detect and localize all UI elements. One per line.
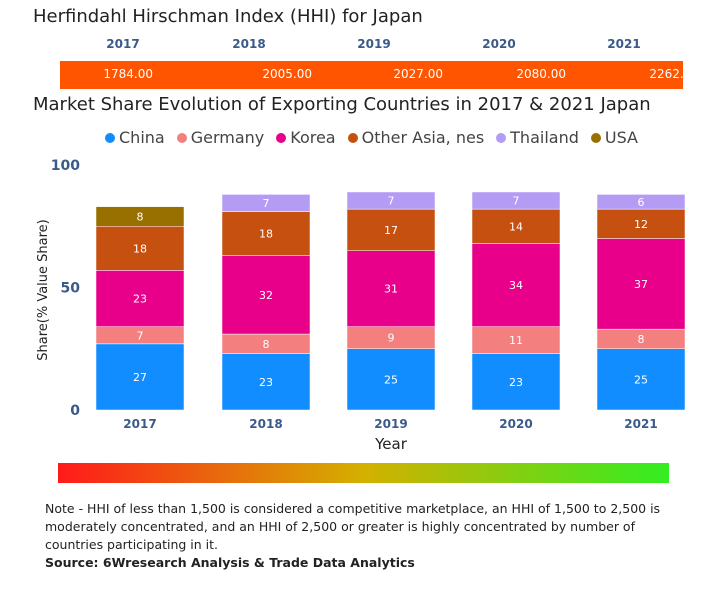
data-label: 7 [513,195,520,208]
legend-label: Thailand [510,128,579,147]
bar-segment[interactable] [346,348,436,411]
note-text: Note - HHI of less than 1,500 is conside… [45,500,685,572]
chart-title: Market Share Evolution of Exporting Coun… [33,94,651,115]
legend-marker-icon [347,132,358,143]
legend-label: Korea [290,128,336,147]
data-label: 7 [137,329,144,342]
data-label: 14 [509,220,523,233]
source: Source: 6Wresearch Analysis & Trade Data… [45,555,415,570]
legend-marker-icon [176,132,187,143]
bar-segment[interactable] [221,211,311,256]
note: Note - HHI of less than 1,500 is conside… [45,501,661,552]
legend-label: Germany [190,128,265,147]
hhi-year-label: 2017 [106,37,140,51]
hhi-value: 2027.00 [393,67,443,81]
bar-segment[interactable] [471,353,561,411]
bar-segment[interactable] [471,191,561,210]
legend-label: China [119,128,165,147]
hhi-value: 2080.00 [516,67,566,81]
hhi-value: 2005.00 [262,67,312,81]
data-label: 25 [384,373,398,386]
legend-label: Other Asia, nes [361,128,485,147]
bar-segment[interactable] [596,194,686,210]
data-label: 8 [137,210,144,223]
x-tick-label: 2019 [374,417,407,431]
data-label: 27 [133,371,147,384]
hhi-value: 1784.00 [103,67,153,81]
legend-label: USA [604,128,638,147]
y-tick-label: 0 [70,403,80,419]
bar-segment[interactable] [471,208,561,244]
bar-segment[interactable] [346,208,436,252]
bar-segment[interactable] [596,348,686,411]
hhi-year-label: 2021 [607,37,641,51]
data-label: 18 [133,242,147,255]
data-label: 32 [259,289,273,302]
bar-segment[interactable] [95,206,185,227]
x-axis-label: Year [374,435,408,453]
x-tick-label: 2021 [624,417,657,431]
bar-segment[interactable] [221,353,311,411]
bar-segment[interactable] [471,243,561,327]
data-label: 8 [263,338,270,351]
legend-item[interactable]: Thailand [496,128,579,147]
bar-segment[interactable] [596,208,686,239]
data-label: 23 [133,293,147,306]
x-tick-label: 2018 [249,417,282,431]
stacked-bar-chart: 0 50 100 Share(% Value Share) Year 27 7 23 18 8 20… [36,158,686,453]
data-label: 12 [634,218,648,231]
x-tick-label: 2020 [499,417,532,431]
legend-item[interactable]: Germany [176,128,265,147]
y-tick-label: 100 [51,158,80,174]
data-label: 23 [509,376,523,389]
bar-segment[interactable] [346,250,436,327]
data-label: 7 [388,195,395,208]
legend-item[interactable]: Korea [276,128,336,147]
legend-marker-icon [590,132,601,143]
data-label: 37 [634,278,648,291]
legend-item[interactable]: USA [590,128,638,147]
y-axis-label: Share(% Value Share) [36,219,51,361]
bar-segment[interactable] [221,194,311,212]
bar-segment[interactable] [221,255,311,335]
hhi-value: 2262.00 [649,67,699,81]
legend-marker-icon [496,132,507,143]
legend-marker-icon [276,132,287,143]
data-label: 9 [388,332,395,345]
data-label: 23 [259,376,273,389]
hhi-year-label: 2020 [482,37,516,51]
hhi-color-scale [58,463,669,483]
data-label: 34 [509,279,523,292]
hhi-bar [60,61,683,89]
legend-item[interactable]: Other Asia, nes [347,128,485,147]
x-tick-label: 2017 [123,417,156,431]
data-label: 7 [263,197,270,210]
data-label: 31 [384,283,398,296]
bar-segment[interactable] [346,191,436,210]
y-tick-label: 50 [61,281,81,297]
legend-item[interactable]: China [105,128,165,147]
hhi-year-label: 2018 [232,37,266,51]
data-label: 6 [638,196,645,209]
chart-legend: China Germany Korea Other Asia, nes Thailand… [105,128,638,147]
data-label: 25 [634,373,648,386]
legend-marker-icon [105,132,115,143]
bar-segment[interactable] [95,270,185,327]
data-label: 11 [509,334,523,347]
hhi-year-label: 2019 [357,37,391,51]
hhi-title: Herfindahl Hirschman Index (HHI) for Jap… [33,6,423,27]
data-label: 17 [384,224,398,237]
bar-segment[interactable] [471,326,561,354]
data-label: 8 [638,333,645,346]
data-label: 18 [259,228,273,241]
